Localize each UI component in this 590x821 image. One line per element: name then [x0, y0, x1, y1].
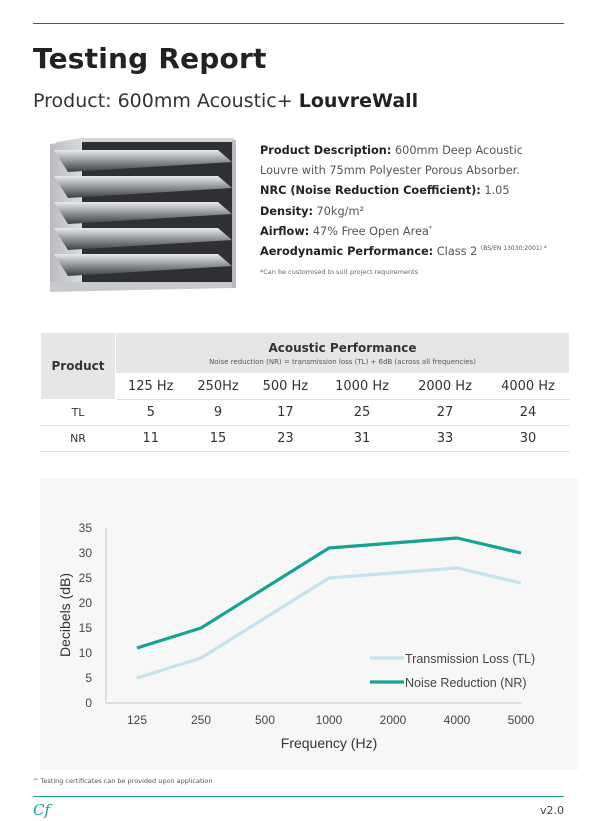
x-tick-label: 500 [255, 713, 275, 727]
y-tick-label: 25 [79, 571, 93, 585]
table-cell: 17 [249, 399, 322, 426]
legend-label: Transmission Loss (TL) [405, 652, 535, 666]
row-label-nr: NR [40, 425, 116, 452]
table-row-tl: TL 5 9 17 25 27 24 [40, 399, 570, 426]
nrc-value: 1.05 [480, 184, 510, 198]
freq-header-250: 250Hz [185, 373, 251, 400]
louvre-product-image [50, 138, 236, 292]
table-cell: 15 [185, 425, 251, 452]
density-label: Density: [260, 204, 313, 218]
freq-header-125: 125 Hz [114, 373, 187, 400]
x-tick-label: 250 [191, 713, 211, 727]
subtitle-prefix: Product: 600mm Acoustic+ [33, 90, 299, 112]
table-cell: 25 [320, 399, 405, 426]
aero-standard-note: (BS/EN 13030:2001) * [480, 245, 547, 253]
acoustic-performance-table: Product Acoustic Performance Noise reduc… [40, 332, 570, 452]
table-row-nr: NR 11 15 23 31 33 30 [40, 425, 570, 452]
y-tick-label: 5 [85, 671, 92, 685]
table-cell: 30 [486, 425, 570, 452]
freq-header-1000: 1000 Hz [320, 373, 405, 400]
product-description-value: 600mm Deep Acoustic Louvre with 75mm Pol… [260, 144, 523, 178]
freq-header-500: 500 Hz [249, 373, 322, 400]
series-line-nr [136, 536, 522, 650]
table-cell: 11 [114, 425, 187, 452]
y-tick-label: 20 [79, 596, 93, 610]
x-axis-label: Frequency (Hz) [281, 735, 377, 751]
airflow-footnote-mark: * [428, 225, 432, 233]
product-details: Product Description: 600mm Deep Acoustic… [260, 141, 560, 278]
acoustic-performance-subtitle: Noise reduction (NR) = transmission loss… [209, 357, 476, 366]
x-tick-label: 2000 [380, 713, 407, 727]
aero-value: Class 2 [433, 245, 481, 259]
product-subtitle: Product: 600mm Acoustic+ LouvreWall [33, 90, 418, 112]
product-description-line: Product Description: 600mm Deep Acoustic… [260, 141, 560, 181]
chart-background [40, 478, 578, 770]
legend-label: Noise Reduction (NR) [405, 676, 527, 690]
nrc-label: NRC (Noise Reduction Coefficient): [260, 184, 481, 198]
x-tick-label: 1000 [316, 713, 343, 727]
y-tick-label: 15 [79, 621, 93, 635]
nrc-line: NRC (Noise Reduction Coefficient): 1.05 [260, 181, 560, 201]
aero-line: Aerodynamic Performance: Class 2 (BS/EN … [260, 242, 560, 262]
table-cell: 5 [114, 399, 187, 426]
airflow-value: 47% Free Open Area [309, 224, 429, 238]
y-tick-label: 10 [79, 646, 93, 660]
density-value: 70kg/m² [312, 204, 364, 218]
y-tick-label: 0 [85, 696, 92, 710]
top-divider [33, 23, 564, 24]
page-title: Testing Report [33, 42, 267, 75]
bottom-divider [33, 796, 564, 797]
aero-label: Aerodynamic Performance: [260, 245, 434, 259]
x-tick-label: 125 [127, 713, 147, 727]
freq-header-4000: 4000 Hz [486, 373, 570, 400]
certificate-footnote: ^ Testing certificates can be provided u… [33, 777, 213, 785]
y-tick-label: 35 [79, 521, 93, 535]
x-tick-label: 5000 [508, 713, 535, 727]
acoustic-performance-header: Acoustic Performance Noise reduction (NR… [115, 332, 570, 374]
row-label-tl: TL [40, 399, 116, 426]
acoustic-line-chart: 0 5 10 15 20 25 30 35 125 250 500 1000 2000 4000 5000 F… [57, 521, 535, 751]
table-cell: 31 [320, 425, 405, 452]
density-line: Density: 70kg/m² [260, 202, 560, 222]
table-cell: 9 [185, 399, 251, 426]
freq-header-2000: 2000 Hz [403, 373, 487, 400]
customisation-note: *Can be customised to suit project requi… [260, 268, 419, 277]
company-logo: Cf [33, 801, 51, 819]
table-cell: 27 [403, 399, 487, 426]
airflow-line: Airflow: 47% Free Open Area* [260, 222, 560, 242]
product-description-label: Product Description: [260, 144, 392, 157]
airflow-label: Airflow: [260, 224, 310, 238]
subtitle-product-name: LouvreWall [298, 90, 419, 112]
x-tick-label: 4000 [444, 713, 471, 727]
table-cell: 24 [486, 399, 570, 426]
y-axis-label: Decibels (dB) [57, 573, 73, 657]
version-label: v2.0 [540, 804, 565, 817]
y-tick-label: 30 [79, 546, 93, 560]
acoustic-performance-title: Acoustic Performance [268, 340, 417, 355]
series-line-tl [136, 566, 522, 680]
table-cell: 23 [249, 425, 322, 452]
product-header: Product [40, 332, 116, 400]
table-cell: 33 [403, 425, 487, 452]
